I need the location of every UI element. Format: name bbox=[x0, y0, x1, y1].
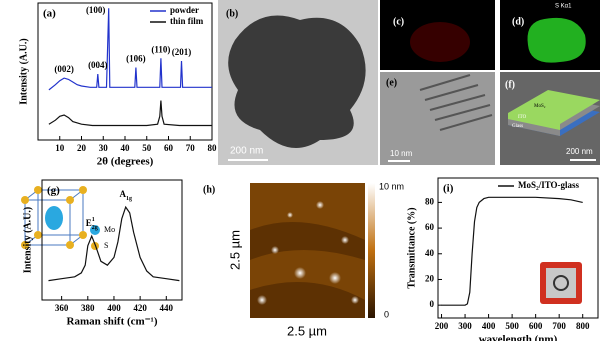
x-tick-label: 70 bbox=[186, 143, 196, 153]
x-axis-label: wavelength (nm) bbox=[479, 334, 558, 341]
layer-label: MoS₂ bbox=[534, 104, 546, 109]
peak-annotation: (004) bbox=[88, 60, 108, 70]
crystal-inset bbox=[21, 186, 100, 250]
x-tick-label: 300 bbox=[458, 321, 472, 331]
peak-label: (110) bbox=[151, 44, 170, 54]
data-line bbox=[48, 8, 212, 91]
afm-grains bbox=[257, 201, 359, 305]
data-line bbox=[48, 100, 212, 127]
x-tick-label: 600 bbox=[529, 321, 543, 331]
panel-label: (c) bbox=[393, 16, 404, 27]
x-tick-label: 20 bbox=[77, 143, 87, 153]
y-tick-label: 0 bbox=[430, 299, 435, 309]
data-line bbox=[48, 205, 180, 282]
panel-label: (g) bbox=[47, 185, 60, 197]
x-tick-label: 400 bbox=[482, 321, 496, 331]
peak-annotation: (110) bbox=[151, 44, 170, 54]
x-tick-label: 420 bbox=[133, 303, 147, 313]
x-tick-label: 380 bbox=[81, 303, 95, 313]
peak-label: (002) bbox=[54, 64, 74, 74]
peak-label: (100) bbox=[86, 5, 106, 15]
y-tick-label: 20 bbox=[425, 274, 435, 284]
peak-label: A bbox=[119, 189, 126, 199]
panel-label: (i) bbox=[443, 183, 454, 195]
inset-legend: Mo bbox=[104, 225, 115, 234]
legend-label: MoS₂/ITO-glass bbox=[518, 180, 580, 190]
peak-label: E bbox=[86, 218, 92, 228]
x-tick-label: 800 bbox=[576, 321, 590, 331]
peak-annotation: (100) bbox=[86, 5, 106, 15]
scale-label: 200 nm bbox=[230, 146, 263, 157]
y-size: 2.5 µm bbox=[227, 230, 242, 270]
legend-label: thin film bbox=[170, 16, 204, 26]
x-tick-label: 200 bbox=[435, 321, 449, 331]
plot-frame bbox=[437, 177, 599, 319]
panel-label: (a) bbox=[43, 8, 56, 20]
panel-label: (f) bbox=[505, 79, 515, 90]
x-tick-label: 50 bbox=[142, 143, 152, 153]
peak-label: (106) bbox=[126, 54, 146, 64]
peak-annotation: (002) bbox=[54, 64, 74, 74]
x-tick-label: 500 bbox=[505, 321, 519, 331]
data-line bbox=[441, 196, 583, 306]
afm-texture bbox=[250, 222, 365, 318]
x-tick-label: 40 bbox=[121, 143, 131, 153]
panel-label: (h) bbox=[203, 184, 215, 195]
colorbar-label: 10 nm bbox=[379, 181, 404, 191]
map-title: S Kα1 bbox=[555, 4, 572, 10]
y-tick-label: 60 bbox=[425, 222, 435, 232]
x-tick-label: 60 bbox=[164, 143, 174, 153]
x-tick-label: 80 bbox=[208, 143, 218, 153]
x-tick-label: 360 bbox=[55, 303, 69, 313]
colorbar-label: 0 bbox=[384, 309, 389, 319]
sample-mark bbox=[553, 275, 569, 291]
y-tick-label: 80 bbox=[425, 196, 435, 206]
inset-legend: S bbox=[104, 241, 108, 250]
layer-label: Glass bbox=[512, 124, 523, 129]
y-axis-label: Intensity (A.U.) bbox=[18, 38, 29, 104]
mos2-layer bbox=[508, 90, 600, 130]
panel-label: (d) bbox=[512, 16, 524, 27]
x-tick-label: 400 bbox=[107, 303, 121, 313]
peak-label: (201) bbox=[172, 47, 192, 57]
sample-glass bbox=[546, 268, 576, 298]
peak-sup: 1 bbox=[92, 218, 95, 224]
peak-label: (004) bbox=[88, 60, 108, 70]
peak-annotation: A1g bbox=[119, 189, 131, 202]
layer-label: ITO bbox=[518, 115, 527, 120]
peak-sub: 1g bbox=[126, 196, 132, 202]
tem-particle bbox=[228, 15, 366, 148]
legend-label: powder bbox=[170, 5, 199, 15]
x-size: 2.5 µm bbox=[287, 323, 327, 338]
map-title: Mo Kα1 bbox=[437, 4, 458, 10]
y-axis-label: Transmittance (%) bbox=[406, 207, 417, 288]
y-tick-label: 40 bbox=[425, 248, 435, 258]
colorbar bbox=[368, 183, 375, 318]
x-tick-label: 440 bbox=[160, 303, 174, 313]
peak-sub: 2g bbox=[92, 226, 98, 232]
scale-label: 10 nm bbox=[390, 149, 413, 158]
x-tick-label: 700 bbox=[552, 321, 566, 331]
x-tick-label: 10 bbox=[55, 143, 65, 153]
scale-label: 200 nm bbox=[566, 147, 593, 156]
peak-annotation: (106) bbox=[126, 54, 146, 64]
peak-annotation: (201) bbox=[172, 47, 192, 57]
x-tick-label: 30 bbox=[99, 143, 109, 153]
peak-annotation: E1 2g bbox=[86, 218, 98, 232]
plot-frame bbox=[41, 179, 183, 301]
s-map bbox=[527, 17, 586, 63]
panel-label: (b) bbox=[226, 8, 238, 19]
y-axis-label: Intensity (A.U.) bbox=[22, 207, 33, 273]
x-axis-label: Raman shift (cm⁻¹) bbox=[67, 316, 158, 328]
x-axis-label: 2θ (degrees) bbox=[97, 156, 154, 168]
lattice-fringes bbox=[419, 74, 493, 131]
panel-label: (e) bbox=[386, 77, 397, 88]
mo-map bbox=[410, 22, 470, 62]
